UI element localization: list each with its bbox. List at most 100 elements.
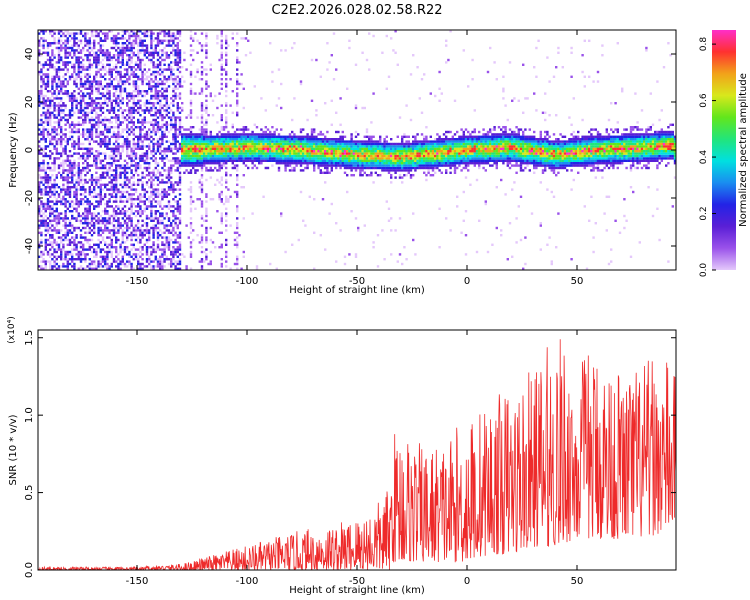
spectrogram-cell	[189, 147, 193, 150]
spectrogram-cell	[84, 54, 87, 57]
spectrogram-cell	[154, 87, 157, 90]
spectrogram-cell	[156, 54, 160, 57]
spectrogram-cell	[44, 140, 47, 143]
spectrogram-cell	[280, 154, 283, 158]
spectrogram-cell	[88, 188, 91, 191]
spectrogram-cell	[97, 102, 100, 105]
spectrogram-cell	[291, 46, 294, 50]
spectrogram-cell	[77, 63, 80, 66]
spectrogram-cell	[255, 152, 259, 155]
spectrogram-cell	[134, 87, 138, 90]
spectrogram-cell	[207, 85, 210, 88]
spectrogram-cell	[176, 54, 179, 57]
spectrogram-cell	[66, 114, 69, 117]
spectrogram-cell	[101, 217, 105, 220]
spectrogram-cell	[49, 260, 52, 263]
spectrogram-cell	[183, 58, 186, 62]
spectrogram-cell	[97, 61, 100, 64]
spectrogram-cell	[154, 44, 157, 47]
spectrogram-cell	[178, 126, 182, 129]
spectrogram-cell	[269, 262, 272, 266]
spectrogram-cell	[310, 147, 314, 150]
spectrogram-cell	[189, 135, 193, 138]
spectrogram-cell	[57, 267, 61, 270]
spectrogram-cell	[194, 140, 197, 143]
spectrogram-cell	[172, 123, 175, 126]
spectrogram-cell	[238, 138, 241, 141]
spectrogram-cell	[62, 75, 65, 78]
spectrogram-cell	[49, 255, 52, 258]
spectrogram-cell	[302, 145, 305, 148]
spectrogram-cell	[95, 222, 98, 225]
spectrogram-cell	[203, 133, 206, 136]
spectrogram-cell	[220, 243, 223, 246]
spectrogram-cell	[79, 109, 83, 112]
spectrogram-cell	[95, 154, 98, 158]
spectrogram-cell	[222, 152, 226, 155]
spectrogram-cell	[106, 82, 109, 86]
spectrogram-cell	[99, 176, 102, 179]
spectrogram-cell	[159, 106, 162, 110]
spectrogram-cell	[156, 126, 160, 129]
spectrogram-cell	[51, 92, 54, 95]
spectrogram-cell	[236, 138, 239, 141]
spectrogram-cell	[150, 214, 153, 218]
spectrogram-cell	[176, 234, 179, 237]
spectrogram-cell	[38, 226, 41, 230]
spectrogram-cell	[154, 195, 157, 198]
spectrogram-cell	[71, 265, 74, 268]
spectrogram-cell	[104, 39, 107, 42]
spectrogram-cell	[123, 109, 127, 112]
spectrogram-cell	[99, 133, 102, 136]
spectrogram-cell	[132, 198, 135, 201]
spectrogram-cell	[71, 260, 74, 263]
spectrogram-cell	[159, 142, 162, 146]
spectrogram-cell	[110, 147, 113, 150]
spectrogram-cell	[161, 142, 164, 146]
spectrogram-cell	[93, 34, 96, 38]
spectrogram-cell	[66, 229, 69, 232]
spectrogram-cell	[161, 68, 164, 71]
spectrogram-cell	[84, 116, 87, 119]
spectrogram-cell	[209, 157, 212, 160]
spectrogram-cell	[150, 260, 153, 263]
spectrogram-cell	[209, 150, 212, 153]
spectrogram-cell	[214, 157, 217, 160]
spectrogram-cell	[40, 152, 43, 155]
spectrogram-cell	[143, 39, 146, 42]
spectrogram-cell	[115, 94, 118, 98]
spectrogram-cell	[304, 166, 307, 170]
spectrogram-cell	[275, 128, 278, 131]
spectrogram-cell	[255, 267, 259, 270]
spectrogram-cell	[187, 128, 190, 131]
spectrogram-cell	[95, 135, 98, 138]
spectrogram-cell	[220, 56, 223, 59]
spectrogram-cell	[46, 154, 50, 158]
spectrogram-cell	[86, 56, 89, 59]
spectrogram-cell	[189, 73, 193, 76]
spectrogram-cell	[51, 138, 54, 141]
spectrogram-cell	[117, 61, 120, 64]
spectrogram-cell	[174, 51, 177, 54]
spectrogram-cell	[145, 49, 149, 52]
spectrogram-cell	[88, 178, 91, 182]
spectrogram-cell	[117, 138, 120, 141]
spectrogram-cell	[64, 145, 67, 148]
spectrogram-cell	[117, 176, 120, 179]
spectrogram-cell	[216, 140, 219, 143]
spectrogram-cell	[95, 121, 98, 124]
spectrogram-cell	[112, 190, 116, 194]
spectrogram-cell	[84, 82, 87, 86]
spectrogram-cell	[88, 92, 91, 95]
spectrogram-cell	[68, 202, 72, 206]
spectrogram-cell	[79, 181, 83, 184]
spectrogram-cell	[119, 133, 122, 136]
spectrogram-cell	[97, 121, 100, 124]
spectrogram-cell	[53, 97, 56, 100]
spectrogram-cell	[68, 231, 72, 234]
spectrogram-cell	[46, 128, 50, 131]
spectrogram-cell	[117, 265, 120, 268]
spectrogram-cell	[163, 97, 166, 100]
spectrogram-cell	[141, 231, 144, 234]
spectrogram-cell	[205, 253, 208, 256]
